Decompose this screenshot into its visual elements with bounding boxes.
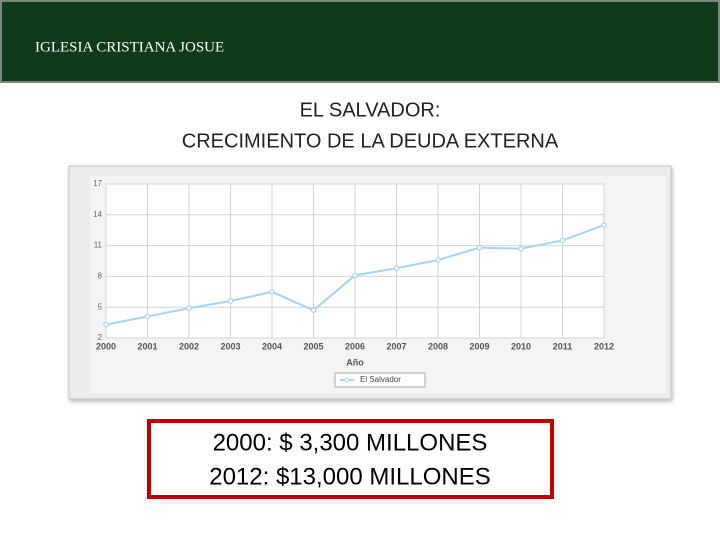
y-tick-label: 5 <box>98 302 103 311</box>
data-point <box>103 321 109 328</box>
slide-title: EL SALVADOR: <box>300 99 441 121</box>
data-point <box>352 272 358 279</box>
data-point <box>559 237 566 244</box>
x-tick-label: 2004 <box>262 341 282 351</box>
data-point <box>310 307 317 314</box>
data-point <box>601 222 607 228</box>
data-point <box>435 257 441 263</box>
data-point <box>144 313 151 320</box>
data-point <box>393 265 400 271</box>
x-tick-label: 2009 <box>469 341 489 351</box>
y-tick-label: 14 <box>93 210 102 219</box>
x-tick-label: 2008 <box>428 341 448 351</box>
header-title: IGLESIA CRISTIANA JOSUE <box>35 39 224 55</box>
data-point <box>186 305 192 312</box>
y-tick-label: 17 <box>93 179 102 188</box>
x-axis-label: Año <box>346 357 364 367</box>
info-line: 2000: $ 3,300 MILLONES <box>213 429 488 456</box>
legend-label: El Salvador <box>360 375 401 384</box>
data-point <box>476 244 483 251</box>
x-tick-label: 2007 <box>386 341 406 351</box>
data-point <box>518 245 524 252</box>
y-tick-label: 2 <box>98 333 103 342</box>
x-tick-label: 2005 <box>303 341 323 351</box>
y-tick-label: 11 <box>94 241 103 250</box>
x-tick-label: 2006 <box>345 341 365 351</box>
info-line: 2012: $13,000 MILLONES <box>209 463 491 490</box>
header-bar <box>0 0 720 83</box>
x-tick-label: 2011 <box>553 341 573 351</box>
x-tick-label: 2003 <box>220 341 240 351</box>
x-tick-label: 2012 <box>594 341 614 351</box>
x-tick-label: 2002 <box>179 341 199 351</box>
x-tick-label: 2010 <box>511 341 531 351</box>
y-tick-label: 8 <box>98 272 103 281</box>
chart: 2 5 8 11 14 17 2000 2001 2002 2003 2004 2005 2006 200… <box>93 179 614 388</box>
x-tick-label: 2000 <box>96 341 116 351</box>
info-box <box>147 419 554 499</box>
slide-title: CRECIMIENTO DE LA DEUDA EXTERNA <box>182 130 559 152</box>
data-point <box>227 298 234 304</box>
legend-box <box>334 372 426 388</box>
x-tick-label: 2001 <box>137 341 157 351</box>
data-point <box>269 288 275 295</box>
legend-swatch <box>344 377 350 383</box>
